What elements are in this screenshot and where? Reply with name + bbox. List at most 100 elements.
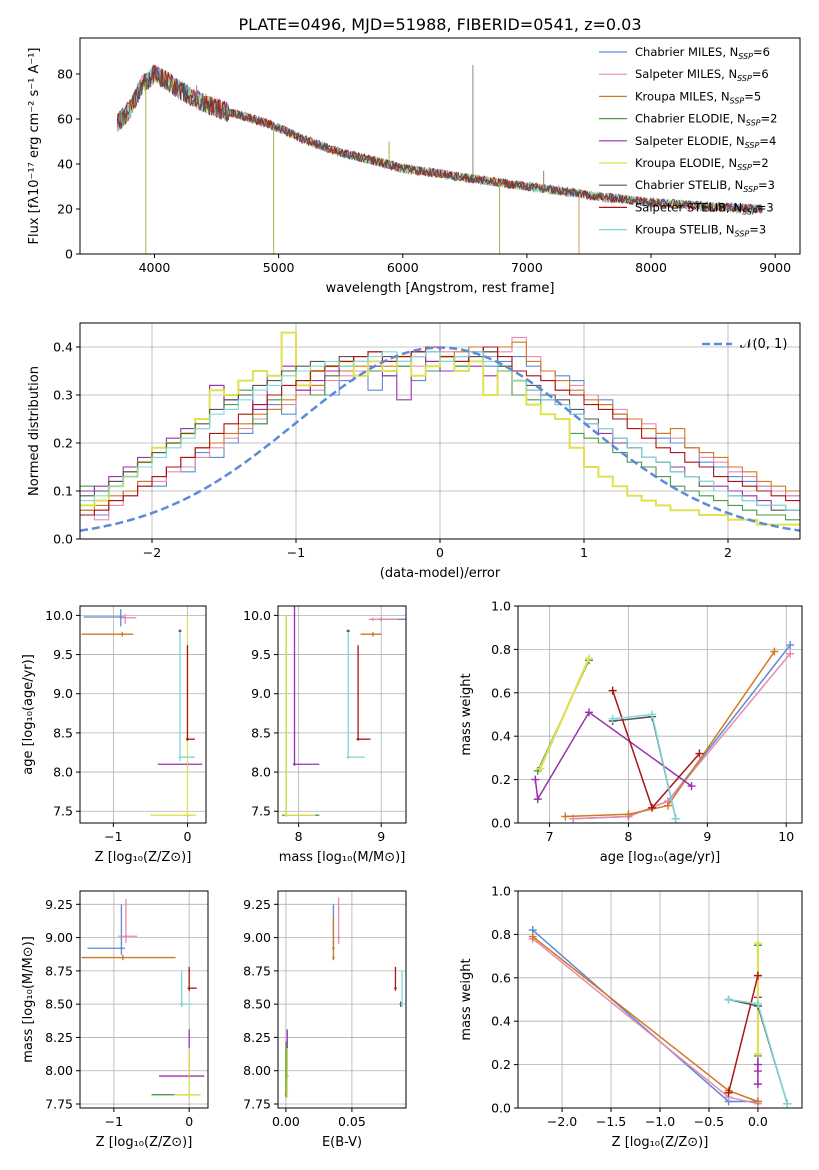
y-tick-label: 7.5 bbox=[53, 804, 73, 819]
x-tick-label: 8 bbox=[295, 829, 303, 844]
axes-frame bbox=[79, 890, 209, 1109]
histogram-8 bbox=[80, 351, 800, 516]
x-axis-label: mass [log₁₀(M/M⊙)] bbox=[279, 850, 406, 865]
data-point bbox=[285, 813, 288, 817]
series-marker bbox=[608, 714, 617, 723]
axes-frame bbox=[277, 890, 407, 1109]
y-tick-label: 0.2 bbox=[53, 436, 73, 451]
x-axis-label: Z [log₁₀(Z/Z⊙)] bbox=[612, 1135, 709, 1150]
series-marker bbox=[724, 995, 733, 1004]
x-tick-label: 9000 bbox=[759, 260, 791, 275]
legend-label: Chabrier STELIB, NSSP=3 bbox=[635, 178, 775, 194]
y-tick-label: 8.75 bbox=[45, 963, 73, 978]
series-line-7 bbox=[727, 975, 759, 1093]
y-axis-label: mass [log₁₀(M/M⊙)] bbox=[21, 936, 36, 1063]
data-point bbox=[286, 1093, 289, 1096]
y-axis-label: Flux [fλ10⁻¹⁷ erg cm⁻² s⁻¹ A⁻¹] bbox=[27, 48, 42, 245]
series-marker bbox=[624, 810, 633, 819]
y-tick-label: 9.0 bbox=[53, 686, 73, 701]
axes-frame bbox=[79, 605, 207, 824]
y-tick-label: 0.0 bbox=[491, 1101, 511, 1116]
data-point bbox=[187, 1093, 191, 1096]
normal-curve bbox=[80, 346, 800, 532]
y-tick-label: 8.25 bbox=[45, 1030, 73, 1045]
legend-label: Kroupa MILES, NSSP=5 bbox=[635, 89, 761, 105]
y-tick-label: 0.4 bbox=[53, 340, 73, 355]
data-point bbox=[124, 616, 127, 619]
y-tick-label: 0 bbox=[65, 247, 73, 262]
series-marker bbox=[671, 814, 680, 823]
y-tick-label: 10.0 bbox=[243, 608, 271, 623]
data-point bbox=[346, 755, 350, 759]
series-marker bbox=[528, 932, 537, 941]
y-tick-label: 9.0 bbox=[251, 686, 271, 701]
series-marker bbox=[783, 1099, 792, 1108]
series-marker bbox=[786, 649, 795, 658]
plot-area bbox=[116, 64, 763, 254]
y-tick-label: 0.0 bbox=[53, 532, 73, 547]
axes-frame bbox=[517, 605, 803, 824]
x-axis-label: E(B-V) bbox=[322, 1135, 362, 1150]
series-marker bbox=[724, 1088, 733, 1097]
plot-area bbox=[278, 606, 406, 823]
x-tick-label: −1 bbox=[287, 545, 305, 560]
panel-spectrum: 4000 5000 6000 7000 8000 9000 0 20 40 60 80 wavelen… bbox=[27, 37, 801, 296]
y-tick-label: 0.6 bbox=[491, 970, 511, 985]
y-tick-label: 60 bbox=[57, 112, 73, 127]
series-marker bbox=[663, 801, 672, 810]
series-marker bbox=[753, 1049, 762, 1058]
panel-z-mass: −1 0 7.75 8.00 8.25 8.50 8.75 9.00 9.25 Z [log₁₀(… bbox=[21, 890, 209, 1150]
series-marker bbox=[531, 775, 540, 784]
x-tick-label: 0 bbox=[183, 829, 191, 844]
x-tick-label: 0.05 bbox=[338, 1114, 366, 1129]
plot-area bbox=[518, 891, 802, 1108]
series-line-0 bbox=[573, 644, 791, 820]
series-marker bbox=[585, 708, 593, 717]
panels: 4000 5000 6000 7000 8000 9000020406080wavelen… bbox=[21, 37, 803, 1150]
series-marker bbox=[695, 749, 704, 758]
y-tick-label: 20 bbox=[57, 202, 73, 217]
data-point bbox=[400, 1002, 404, 1006]
series-marker bbox=[753, 999, 762, 1008]
x-tick-label: 0 bbox=[185, 1114, 193, 1129]
x-tick-label: −0.5 bbox=[694, 1114, 724, 1129]
series-line-2 bbox=[565, 651, 776, 818]
x-axis-label: wavelength [Angstrom, rest frame] bbox=[326, 281, 555, 296]
data-point bbox=[337, 936, 340, 939]
data-point bbox=[356, 737, 360, 741]
series-line-7 bbox=[611, 690, 700, 810]
y-tick-label: 0.8 bbox=[491, 927, 511, 942]
x-tick-label: 0.00 bbox=[272, 1114, 300, 1129]
x-tick-label: −1.5 bbox=[596, 1114, 626, 1129]
histogram-6 bbox=[80, 351, 800, 516]
y-axis-label: age [log₁₀(age/yr)] bbox=[21, 654, 36, 775]
y-tick-label: 8.25 bbox=[243, 1030, 271, 1045]
figure-title: PLATE=0496, MJD=51988, FIBERID=0541, z=0… bbox=[238, 15, 641, 34]
series-marker bbox=[536, 764, 545, 773]
x-tick-label: 7000 bbox=[511, 260, 543, 275]
y-tick-label: 0.8 bbox=[491, 642, 511, 657]
panel-z-weight: −2.0 −1.5 −1.0 −0.5 0.0 0.0 0.2 0.4 0.6 0.8 1.0 Z [… bbox=[459, 884, 803, 1150]
legend-label: Kroupa ELODIE, NSSP=2 bbox=[635, 156, 769, 172]
series-marker bbox=[770, 647, 779, 656]
series-line-5 bbox=[539, 657, 591, 770]
legend-label: Kroupa STELIB, NSSP=3 bbox=[635, 223, 766, 239]
y-tick-label: 7.75 bbox=[243, 1097, 271, 1112]
y-tick-label: 9.25 bbox=[45, 897, 73, 912]
x-tick-label: −1.0 bbox=[645, 1114, 675, 1129]
y-tick-label: 80 bbox=[57, 67, 73, 82]
x-axis-label: Z [log₁₀(Z/Z⊙)] bbox=[96, 1135, 193, 1150]
plot-area bbox=[80, 606, 206, 823]
data-point bbox=[346, 629, 350, 633]
data-point bbox=[332, 956, 335, 959]
histogram-2 bbox=[80, 341, 800, 511]
series-marker bbox=[585, 654, 593, 663]
series-marker bbox=[648, 803, 657, 812]
data-point bbox=[124, 935, 128, 938]
data-point bbox=[394, 986, 397, 990]
x-tick-label: 7 bbox=[546, 829, 554, 844]
y-tick-label: 1.0 bbox=[491, 599, 511, 614]
series-line-0 bbox=[532, 929, 758, 1103]
data-point bbox=[178, 755, 182, 759]
legend-label: Chabrier ELODIE, NSSP=2 bbox=[635, 112, 777, 128]
